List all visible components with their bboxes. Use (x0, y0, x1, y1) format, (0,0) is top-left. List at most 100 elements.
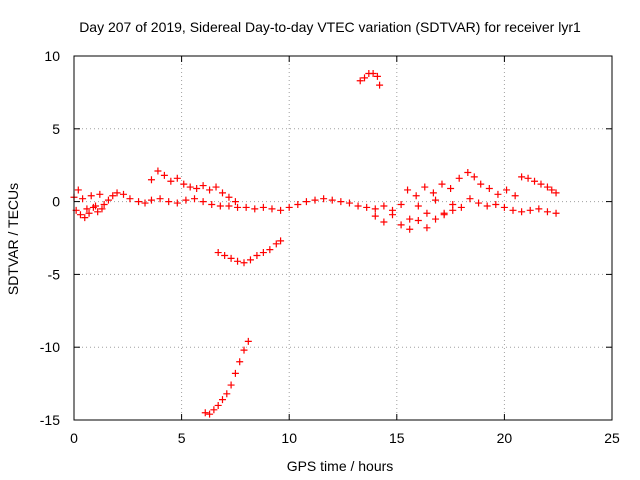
data-point (423, 209, 431, 217)
data-point (240, 259, 248, 267)
data-point (234, 203, 242, 211)
data-point (294, 201, 302, 209)
data-point (406, 215, 414, 223)
data-point (475, 199, 483, 207)
data-point (455, 174, 463, 182)
data-point (509, 206, 517, 214)
data-point (414, 202, 422, 210)
data-point (236, 358, 244, 366)
series-main-band (70, 186, 560, 223)
x-axis-label: GPS time / hours (287, 458, 394, 474)
data-point (113, 189, 121, 197)
data-point (483, 202, 491, 210)
data-point (234, 257, 242, 265)
data-point (543, 208, 551, 216)
data-point (500, 203, 508, 211)
data-point (240, 346, 248, 354)
data-point (447, 184, 455, 192)
data-point (272, 240, 280, 248)
data-point (208, 201, 216, 209)
data-point (277, 237, 285, 245)
data-point (206, 186, 214, 194)
data-point (79, 195, 87, 203)
series-steep-rise (201, 337, 252, 418)
data-point (165, 198, 173, 206)
data-point (212, 183, 220, 191)
data-point (225, 202, 233, 210)
data-point (173, 174, 181, 182)
data-point (277, 206, 285, 214)
series-dip-arc (214, 237, 285, 267)
data-point (492, 201, 500, 209)
data-point (253, 251, 261, 259)
data-point (412, 192, 420, 200)
data-point (74, 186, 82, 194)
data-point (147, 196, 155, 204)
data-point (135, 198, 143, 206)
y-axis-label: SDTVAR / TECUs (5, 183, 21, 295)
ticks-layer: 0 5 10 15 20 25 -15 -10 -5 0 5 10 (40, 48, 620, 446)
data-point (231, 198, 239, 206)
data-point (320, 195, 328, 203)
data-point (218, 396, 226, 404)
data-point (206, 410, 214, 418)
data-point (438, 180, 446, 188)
data-point (526, 206, 534, 214)
series-lower-band-left (72, 203, 106, 222)
data-point (432, 196, 440, 204)
x-tick-label: 25 (604, 430, 620, 446)
x-tick-label: 15 (389, 430, 405, 446)
data-point (199, 198, 207, 206)
data-point (552, 209, 560, 217)
x-tick-label: 20 (497, 430, 513, 446)
data-point (244, 337, 252, 345)
data-point (268, 205, 276, 213)
data-point (221, 251, 229, 259)
data-point (537, 180, 545, 188)
data-point (167, 177, 175, 185)
data-point (83, 205, 91, 213)
data-point (96, 190, 104, 198)
data-point (457, 203, 465, 211)
y-tick-label: -5 (48, 266, 61, 282)
data-point (311, 196, 319, 204)
chart-title: Day 207 of 2019, Sidereal Day-to-day VTE… (79, 19, 581, 35)
data-point (81, 214, 89, 222)
data-point (371, 205, 379, 213)
data-point (388, 211, 396, 219)
data-point (218, 189, 226, 197)
data-point (337, 198, 345, 206)
x-tick-label: 10 (281, 430, 297, 446)
data-point (216, 202, 224, 210)
data-point (440, 209, 448, 217)
data-point (225, 193, 233, 201)
data-point (518, 173, 526, 181)
data-point (449, 206, 457, 214)
data-point (503, 186, 511, 194)
data-point (376, 81, 384, 89)
data-point (199, 182, 207, 190)
data-point (477, 180, 485, 188)
data-point (85, 209, 93, 217)
data-point (100, 201, 108, 209)
data-point (76, 211, 84, 219)
data-point (214, 401, 222, 409)
data-point (421, 183, 429, 191)
data-point (231, 369, 239, 377)
data-point (380, 218, 388, 226)
data-point (354, 202, 362, 210)
series-upper-band (147, 167, 239, 206)
data-point (119, 190, 127, 198)
data-point (543, 183, 551, 191)
series-right-cluster-lower (371, 206, 457, 233)
data-point (535, 205, 543, 213)
data-point (531, 177, 539, 185)
data-point (548, 186, 556, 194)
data-point (397, 221, 405, 229)
y-tick-label: 10 (44, 48, 60, 64)
marks-layer (70, 69, 560, 418)
data-point (356, 77, 364, 85)
data-point (464, 168, 472, 176)
data-point (328, 196, 336, 204)
